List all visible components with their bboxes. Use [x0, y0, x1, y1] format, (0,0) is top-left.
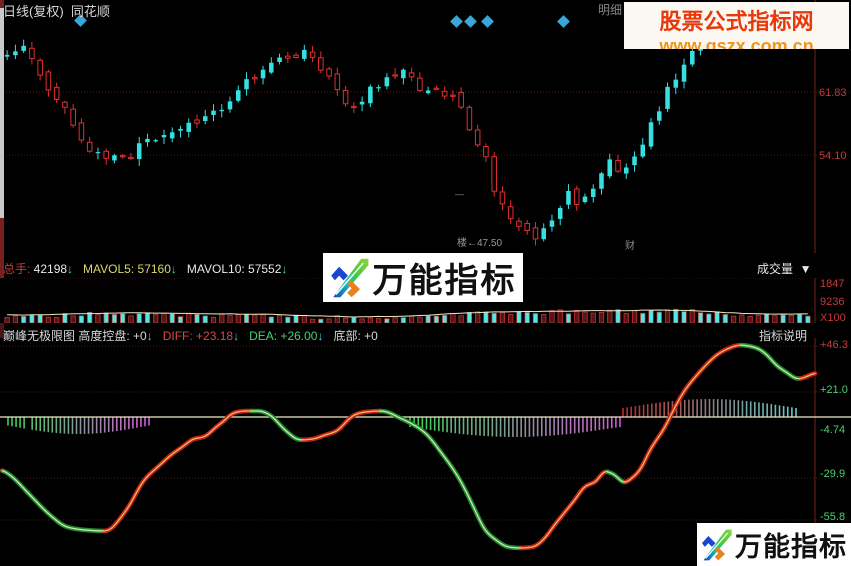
svg-text:61.83: 61.83 — [819, 87, 847, 99]
svg-text:财: 财 — [625, 239, 635, 252]
svg-text:—: — — [455, 189, 464, 199]
svg-text:54.10: 54.10 — [819, 150, 847, 162]
svg-text:楼: 楼 — [457, 236, 467, 249]
svg-text:←47.50: ←47.50 — [467, 238, 502, 249]
